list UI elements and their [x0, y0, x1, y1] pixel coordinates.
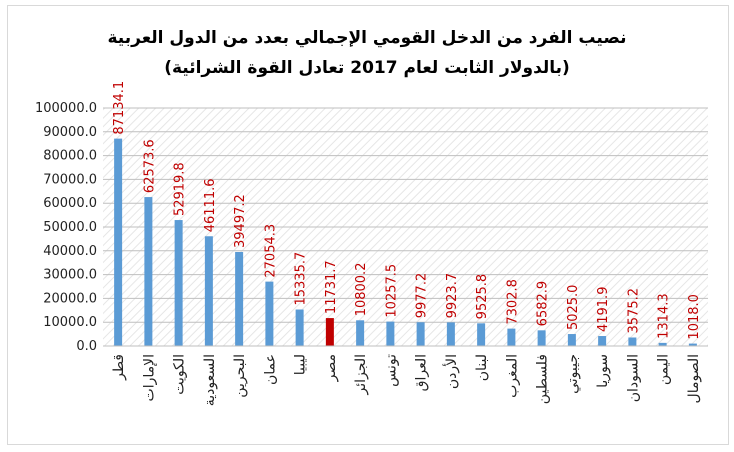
- bar: [325, 318, 334, 346]
- bar: [567, 334, 576, 346]
- bar: [507, 328, 516, 346]
- x-category-label: لبنان: [474, 354, 490, 381]
- data-label: 62573.6: [142, 139, 157, 193]
- bar: [235, 251, 244, 346]
- bar: [265, 281, 274, 346]
- x-category-label: اليمن: [656, 354, 672, 385]
- y-tick-label: 60000.0: [43, 196, 97, 211]
- x-category-label: المغرب: [504, 354, 520, 398]
- data-label: 3575.2: [626, 288, 641, 334]
- x-category-label: مصر: [323, 354, 339, 382]
- bar: [688, 343, 697, 346]
- bar: [114, 138, 123, 346]
- y-tick-label: 70000.0: [43, 172, 97, 187]
- x-category-label: عمان: [262, 354, 278, 385]
- x-category-label: فلسطين: [535, 354, 551, 404]
- x-category-label: السعودية: [202, 354, 218, 406]
- y-tick-label: 100000.0: [35, 101, 97, 116]
- bar: [416, 322, 425, 346]
- data-label: 39497.2: [233, 194, 248, 248]
- y-tick-label: 20000.0: [43, 291, 97, 306]
- x-category-label: العراق: [414, 354, 430, 391]
- x-category-label: ليبيا: [293, 354, 309, 375]
- data-label: 11731.7: [324, 260, 339, 314]
- data-label: 5025.0: [566, 285, 581, 331]
- x-axis: قطر الإمارات الكويت السعودية البحرين عمان ليبي…: [103, 345, 708, 406]
- y-axis: 0.0 10000.0 20000.0 30000.0 40000.0 50000.0 60…: [35, 101, 97, 354]
- x-category-label: البحرين: [232, 354, 248, 398]
- bars: [114, 138, 697, 346]
- x-category-label: الأردن: [442, 354, 460, 389]
- data-label: 52919.8: [173, 162, 188, 216]
- bar: [174, 220, 183, 346]
- data-label: 15335.7: [294, 252, 309, 306]
- y-tick-label: 90000.0: [43, 125, 97, 140]
- y-tick-label: 50000.0: [43, 220, 97, 235]
- x-category-label: الصومال: [686, 354, 702, 403]
- y-tick-label: 0.0: [76, 339, 97, 354]
- data-label: 10257.5: [384, 264, 399, 318]
- y-tick-label: 40000.0: [43, 244, 97, 259]
- chart-title: نصيب الفرد من الدخل القومي الإجمالي بعدد…: [107, 28, 627, 48]
- y-tick-label: 80000.0: [43, 149, 97, 164]
- data-label: 4191.9: [596, 287, 611, 333]
- bar: [658, 342, 667, 346]
- data-label: 10800.2: [354, 263, 369, 317]
- x-category-label: قطر: [111, 354, 127, 381]
- gridlines: [103, 107, 708, 347]
- x-category-label: السودان: [625, 354, 641, 402]
- bar: [295, 309, 304, 346]
- data-labels: 87134.1 62573.6 52919.8 46111.6 39497.2 27054…: [112, 81, 702, 340]
- data-label: 9923.7: [445, 273, 460, 319]
- x-category-label: جيبوتي: [565, 354, 581, 394]
- bar: [386, 321, 395, 346]
- bar: [628, 337, 637, 346]
- data-label: 9977.2: [415, 273, 430, 319]
- data-label: 27054.3: [263, 224, 278, 278]
- x-category-label: الكويت: [172, 354, 188, 395]
- y-tick-label: 10000.0: [43, 315, 97, 330]
- bar: [477, 323, 486, 346]
- x-category-label: تونس: [383, 354, 399, 387]
- data-label: 87134.1: [112, 81, 127, 135]
- data-label: 1314.3: [657, 293, 672, 339]
- data-label: 9525.8: [475, 274, 490, 320]
- bar: [356, 320, 365, 346]
- x-category-label: الإمارات: [141, 354, 157, 401]
- x-category-label: سوريا: [595, 354, 611, 388]
- bar: [144, 197, 153, 346]
- bar: [537, 330, 546, 346]
- data-label: 46111.6: [203, 178, 218, 232]
- data-label: 1018.0: [687, 294, 702, 340]
- bar: [204, 236, 213, 346]
- bar: [446, 322, 455, 346]
- data-label: 6582.9: [536, 281, 551, 327]
- chart-subtitle: (بالدولار الثابت لعام 2017 تعادل القوة ا…: [164, 58, 570, 78]
- x-category-label: الجزائر: [353, 354, 369, 395]
- bar: [598, 336, 607, 346]
- data-label: 7302.8: [505, 279, 520, 325]
- y-tick-label: 30000.0: [43, 268, 97, 283]
